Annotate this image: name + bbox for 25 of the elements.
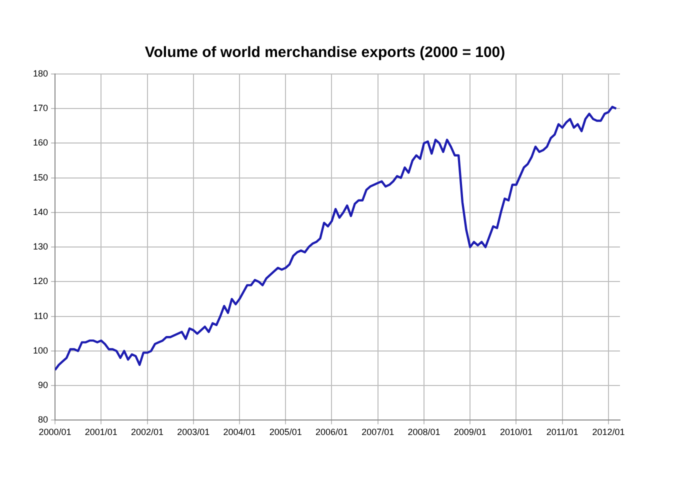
y-tick-label: 110 [34, 310, 48, 321]
y-tick-label: 180 [32, 68, 48, 78]
y-tick-label: 170 [32, 103, 48, 114]
y-tick-label: 80 [38, 414, 48, 425]
x-tick-label: 2007/01 [362, 427, 394, 438]
y-tick-label: 120 [32, 276, 48, 286]
y-tick-label: 160 [32, 138, 48, 148]
x-tick-label: 2010/01 [500, 427, 532, 438]
y-tick-label: 130 [32, 242, 48, 252]
x-tick-label: 2005/01 [269, 427, 302, 438]
x-tick-label: 2006/01 [315, 427, 348, 438]
chart-title: Volume of world merchandise exports (2000 = 100) [144, 44, 506, 62]
y-tick-label: 150 [32, 172, 48, 182]
x-tick-label: 2003/01 [177, 427, 210, 438]
x-tick-label: 2009/01 [454, 427, 486, 438]
x-tick-label: 2012/01 [592, 427, 625, 438]
x-tick-label: 2011/01 [546, 427, 578, 438]
x-tick-label: 2000/01 [38, 427, 72, 438]
x-tick-label: 2008/01 [408, 427, 440, 438]
y-tick-label: 140 [32, 206, 48, 217]
y-tick-label: 100 [32, 345, 48, 356]
y-tick-label: 90 [38, 380, 48, 390]
x-tick-label: 2002/01 [130, 427, 164, 438]
x-tick-label: 2001/01 [84, 427, 118, 438]
x-tick-label: 2004/01 [223, 427, 256, 438]
